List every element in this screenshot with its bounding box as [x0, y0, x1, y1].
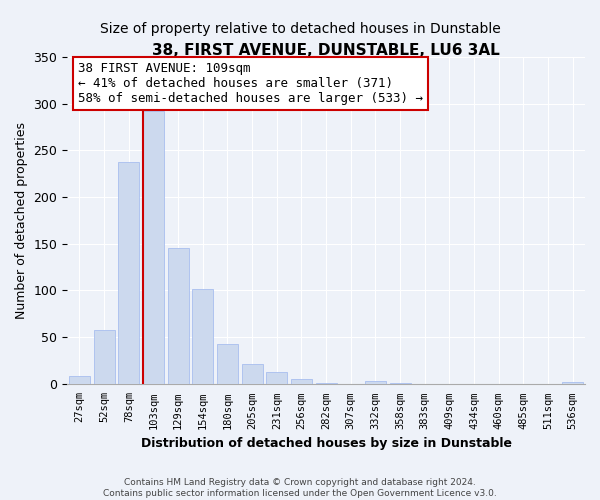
- Bar: [242, 364, 263, 384]
- Bar: [69, 376, 90, 384]
- Title: 38, FIRST AVENUE, DUNSTABLE, LU6 3AL: 38, FIRST AVENUE, DUNSTABLE, LU6 3AL: [152, 42, 500, 58]
- Bar: [118, 162, 139, 384]
- Bar: [167, 248, 188, 384]
- Bar: [389, 382, 410, 384]
- Bar: [365, 380, 386, 384]
- Bar: [143, 112, 164, 384]
- X-axis label: Distribution of detached houses by size in Dunstable: Distribution of detached houses by size …: [140, 437, 512, 450]
- Bar: [291, 379, 312, 384]
- Bar: [94, 330, 115, 384]
- Bar: [217, 344, 238, 384]
- Text: Contains HM Land Registry data © Crown copyright and database right 2024.
Contai: Contains HM Land Registry data © Crown c…: [103, 478, 497, 498]
- Bar: [562, 382, 583, 384]
- Y-axis label: Number of detached properties: Number of detached properties: [15, 122, 28, 319]
- Bar: [266, 372, 287, 384]
- Text: 38 FIRST AVENUE: 109sqm
← 41% of detached houses are smaller (371)
58% of semi-d: 38 FIRST AVENUE: 109sqm ← 41% of detache…: [77, 62, 422, 105]
- Text: Size of property relative to detached houses in Dunstable: Size of property relative to detached ho…: [100, 22, 500, 36]
- Bar: [192, 290, 213, 384]
- Bar: [316, 382, 337, 384]
